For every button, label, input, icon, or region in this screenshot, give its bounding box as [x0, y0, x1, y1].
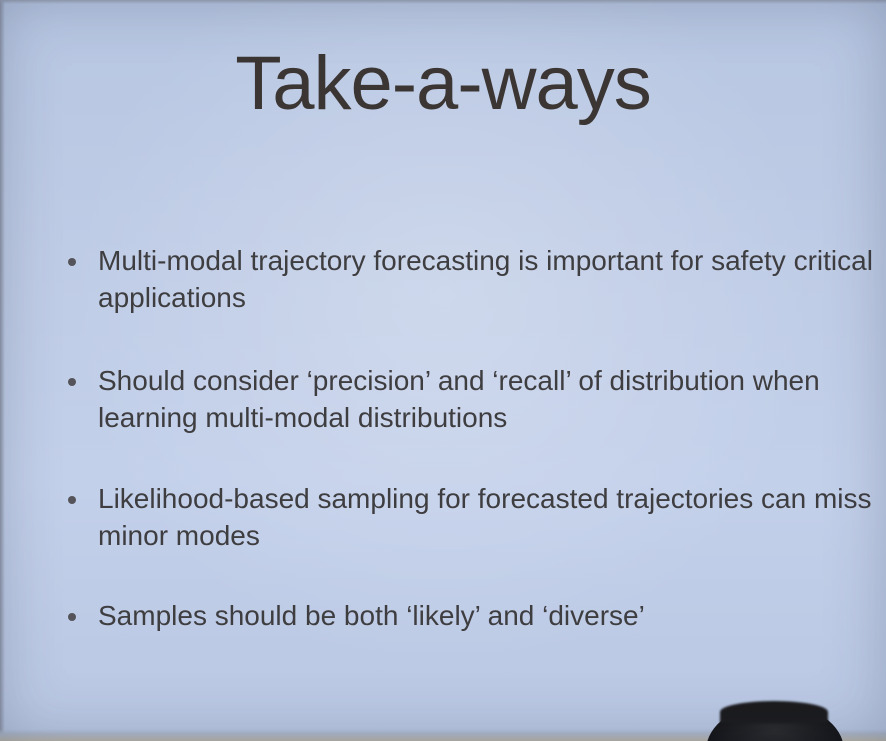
photo-top-edge: [0, 0, 886, 4]
bullet-item: Multi-modal trajectory forecasting is im…: [64, 242, 886, 316]
audience-hair-silhouette: [720, 701, 828, 723]
bullet-text: Multi-modal trajectory forecasting is im…: [98, 245, 873, 313]
photo-bottom-edge: [0, 729, 886, 741]
bullet-dot-icon: [68, 378, 76, 386]
photo-left-edge: [0, 0, 5, 741]
bullet-item: Should consider ‘precision’ and ‘recall’…: [64, 362, 886, 436]
bullet-text: Samples should be both ‘likely’ and ‘div…: [98, 600, 645, 631]
bullet-dot-icon: [68, 613, 76, 621]
bullet-dot-icon: [68, 496, 76, 504]
bullet-text: Likelihood-based sampling for forecasted…: [98, 483, 872, 551]
bullet-text: Should consider ‘precision’ and ‘recall’…: [98, 365, 820, 433]
bullet-item: Likelihood-based sampling for forecasted…: [64, 480, 886, 554]
bullet-dot-icon: [68, 258, 76, 266]
bullet-item: Samples should be both ‘likely’ and ‘div…: [64, 597, 886, 634]
slide-title: Take-a-ways: [235, 41, 652, 126]
